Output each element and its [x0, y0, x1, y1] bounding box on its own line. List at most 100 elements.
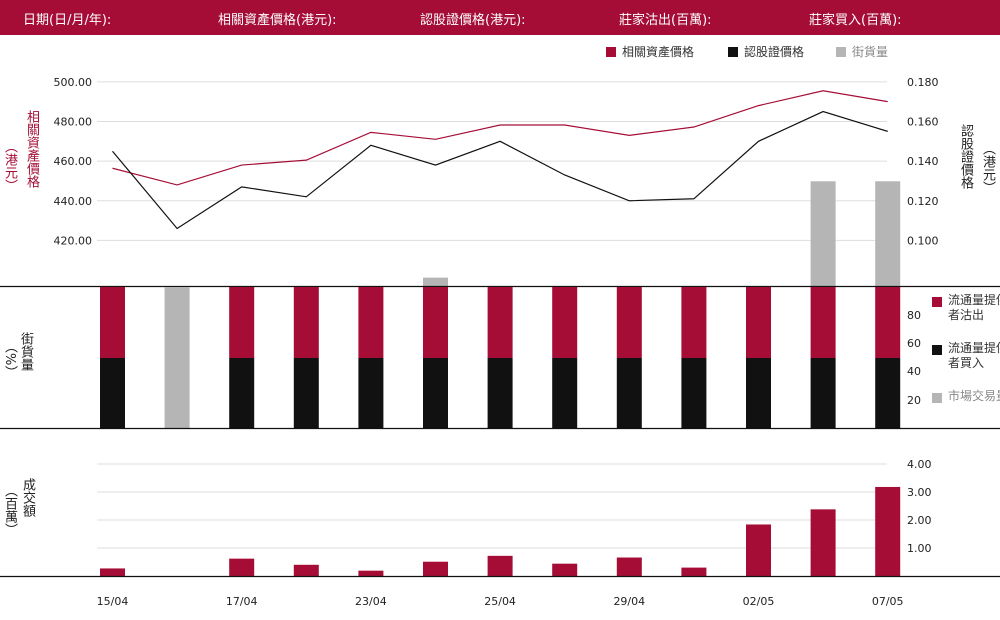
outstanding-bar: [423, 277, 448, 286]
dealer-buy-bar: [487, 358, 513, 428]
outstanding-axis-title-text: 街貨量: [18, 332, 33, 371]
dealer-sell-label: 莊家沽出(百萬):: [619, 13, 712, 28]
turnover-bar: [423, 561, 448, 576]
turnover-axis-title-text: 成交額: [20, 478, 35, 517]
turnover-tick-label: 2.00: [907, 514, 932, 527]
x-tick-label: 17/04: [226, 595, 258, 608]
asset-price-label: 相關資產價格(港元):: [218, 13, 337, 28]
dealer-buy-bar: [358, 358, 384, 428]
dealer-sell-bar: [423, 287, 448, 358]
mid-tick-label: 60: [907, 337, 921, 350]
mid-tick-label: 80: [907, 309, 921, 322]
left-tick-label: 500.00: [54, 76, 93, 89]
left-tick-label: 480.00: [54, 115, 93, 128]
x-tick-label: 23/04: [355, 595, 387, 608]
right-tick-label: 0.100: [907, 234, 939, 247]
x-tick-label: 02/05: [743, 595, 775, 608]
left-tick-label: 440.00: [54, 195, 93, 208]
legend-label: 市場交易量: [948, 389, 1000, 403]
turnover-tick-label: 3.00: [907, 486, 932, 499]
dealer-sell-bar: [293, 287, 319, 358]
dealer-sell-bar: [616, 287, 642, 358]
dealer-sell-bar: [552, 287, 578, 358]
turnover-bar: [746, 524, 771, 576]
x-tick-label: 15/04: [97, 595, 129, 608]
outstanding-unit-label: （%）: [0, 340, 17, 379]
left-tick-label: 420.00: [54, 234, 93, 247]
asset-price-line: [112, 90, 888, 186]
outstanding-unit-text: （%）: [2, 340, 17, 379]
legend-item-warrant-price: 認股證價格: [728, 43, 804, 59]
right-tick-label: 0.120: [907, 195, 939, 208]
legend-item-asset-price: 相關資產價格: [606, 43, 694, 59]
dealer-buy-bar: [810, 358, 836, 428]
turnover-bar: [487, 555, 513, 576]
turnover-unit-text: （百萬）: [2, 484, 17, 536]
turnover-bar: [100, 568, 125, 576]
legend-label: 認股證價格: [744, 45, 805, 59]
dealer-buy-bar: [100, 358, 125, 428]
turnover-bar: [293, 564, 319, 576]
right-unit-text: （港元）: [980, 142, 995, 194]
date-label: 日期(日/月/年):: [23, 13, 112, 28]
legend-label: 街貨量: [852, 45, 889, 59]
legend-swatch: [606, 47, 616, 57]
legend-label: 相關資產價格: [622, 45, 695, 59]
legend-swatch: [932, 393, 942, 403]
dealer-sell-bar: [681, 287, 707, 358]
left-unit-text: （港元）: [2, 140, 17, 192]
legend-swatch: [728, 47, 738, 57]
legend-swatch: [836, 47, 846, 57]
legend-item-outstanding: 街貨量: [836, 43, 888, 59]
turnover-bar: [358, 570, 384, 576]
turnover-bar: [552, 563, 578, 576]
dealer-buy-bar: [616, 358, 642, 428]
dealer-buy-bar: [681, 358, 707, 428]
dealer-buy-bar: [875, 358, 901, 428]
outstanding-bar: [810, 181, 836, 286]
turnover-unit-label: （百萬）: [0, 484, 17, 536]
mid-tick-label: 40: [907, 365, 921, 378]
left-unit-label: （港元）: [0, 140, 17, 192]
turnover-bar: [229, 558, 255, 576]
dealer-buy-label: 莊家買入(百萬):: [809, 13, 902, 28]
turnover-bar: [616, 557, 642, 576]
dealer-buy-bar: [293, 358, 319, 428]
right-axis-title-text: 認股證價格: [958, 124, 973, 189]
outstanding-axis-title: 街貨量: [16, 332, 33, 371]
dealer-sell-bar: [810, 287, 836, 358]
warrant-price-line: [112, 110, 888, 230]
info-header-bar: 日期(日/月/年): 相關資產價格(港元): 認股證價格(港元): 莊家沽出(百…: [0, 0, 1000, 35]
dealer-buy-bar: [229, 358, 255, 428]
left-axis-title: 相關資產價格: [22, 110, 39, 188]
x-tick-label: 07/05: [872, 595, 904, 608]
legend-swatch: [932, 345, 942, 355]
x-tick-label: 29/04: [613, 595, 645, 608]
dealer-buy-bar: [423, 358, 448, 428]
turnover-tick-label: 1.00: [907, 542, 932, 555]
dealer-sell-bar: [875, 287, 901, 358]
left-axis-title-text: 相關資產價格: [24, 110, 39, 188]
right-tick-label: 0.160: [907, 115, 939, 128]
right-unit-label: （港元）: [978, 142, 995, 194]
right-axis-title: 認股證價格: [956, 124, 973, 189]
dealer-sell-bar: [100, 287, 125, 358]
mid-tick-label: 20: [907, 394, 921, 407]
warrant-price-label: 認股證價格(港元):: [420, 13, 526, 28]
dealer-sell-bar: [746, 287, 771, 358]
right-tick-label: 0.180: [907, 76, 939, 89]
dealer-buy-bar: [552, 358, 578, 428]
legend-label: 流通量提供者買入: [948, 341, 1000, 370]
right-tick-label: 0.140: [907, 155, 939, 168]
left-tick-label: 460.00: [54, 155, 93, 168]
legend-swatch: [932, 297, 942, 307]
legend-label: 流通量提供者沽出: [948, 293, 1000, 322]
turnover-bar: [875, 486, 901, 576]
dealer-sell-bar: [358, 287, 384, 358]
x-tick-label: 25/04: [484, 595, 516, 608]
market-volume-bar: [164, 287, 190, 428]
turnover-bar: [810, 509, 836, 576]
turnover-bar: [681, 567, 707, 576]
turnover-axis-title: 成交額: [18, 478, 35, 517]
